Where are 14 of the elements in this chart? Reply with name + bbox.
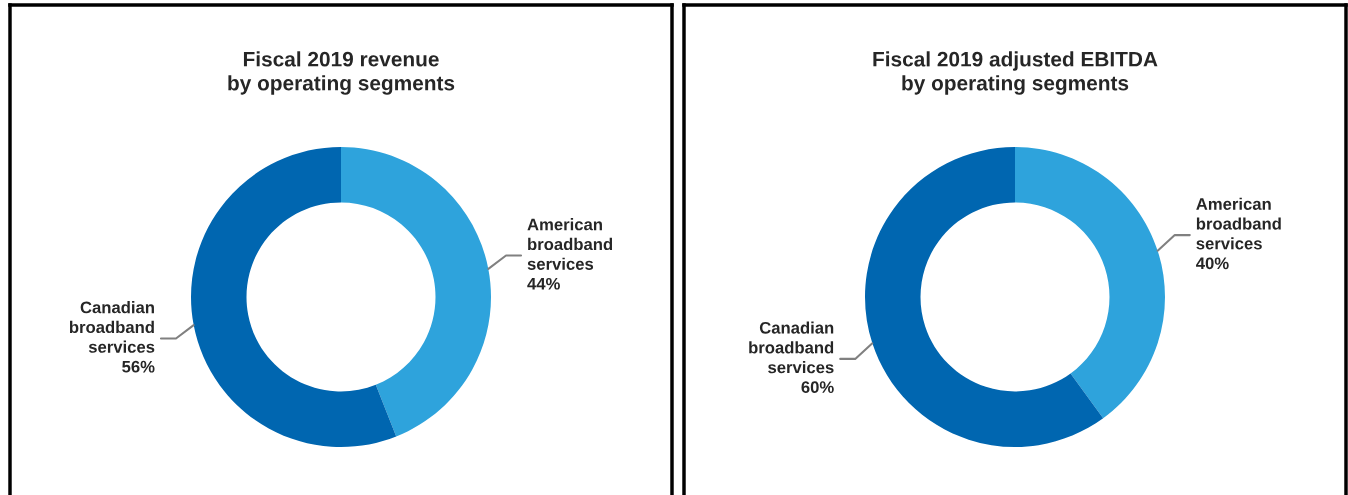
donut-slice (191, 147, 397, 447)
chart-title: Fiscal 2019 revenue by operating segments (228, 51, 455, 95)
donut-slice (865, 147, 1104, 447)
data-label: 60% (801, 381, 834, 394)
chart-title: Fiscal 2019 adjusted EBITDA by operating segments (873, 51, 1158, 95)
slice-label: Canadian broadband services (749, 321, 834, 374)
data-label: 56% (122, 360, 155, 373)
data-label: 40% (1196, 257, 1229, 270)
slice-label: Canadian broadband services (69, 301, 155, 353)
donut-slice (1015, 147, 1165, 419)
data-label: 44% (527, 277, 560, 290)
slice-label: American broadband services (1196, 197, 1281, 250)
donut-slice (341, 147, 491, 437)
slice-label: American broadband services (527, 218, 613, 270)
